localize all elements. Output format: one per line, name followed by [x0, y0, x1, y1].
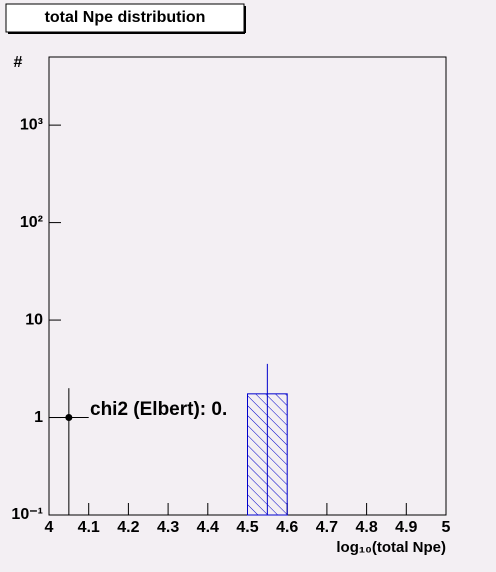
y-tick-label: 1	[34, 409, 43, 426]
y-axis-label: #	[14, 54, 23, 71]
y-tick-label: 10⁻¹	[11, 506, 43, 523]
x-axis-label: log₁₀(total Npe)	[336, 539, 446, 556]
x-tick-label: 4.8	[355, 519, 377, 536]
x-tick-label: 4	[45, 519, 54, 536]
x-tick-label: 4.2	[117, 519, 139, 536]
x-tick-label: 4.5	[236, 519, 258, 536]
x-tick-label: 4.3	[157, 519, 179, 536]
chart-title: total Npe distribution	[45, 9, 206, 26]
x-tick-label: 5	[442, 519, 451, 536]
x-tick-label: 4.4	[197, 519, 219, 536]
point	[65, 414, 73, 422]
annotation: chi2 (Elbert): 0.	[90, 399, 227, 420]
x-tick-label: 4.1	[78, 519, 100, 536]
x-tick-label: 4.7	[316, 519, 338, 536]
y-tick-label: 10	[25, 311, 43, 328]
title-box	[5, 3, 245, 33]
y-tick-label: 10²	[20, 214, 43, 231]
x-tick-label: 4.6	[276, 519, 298, 536]
y-tick-label: 10³	[20, 116, 43, 133]
x-tick-label: 4.9	[395, 519, 417, 536]
